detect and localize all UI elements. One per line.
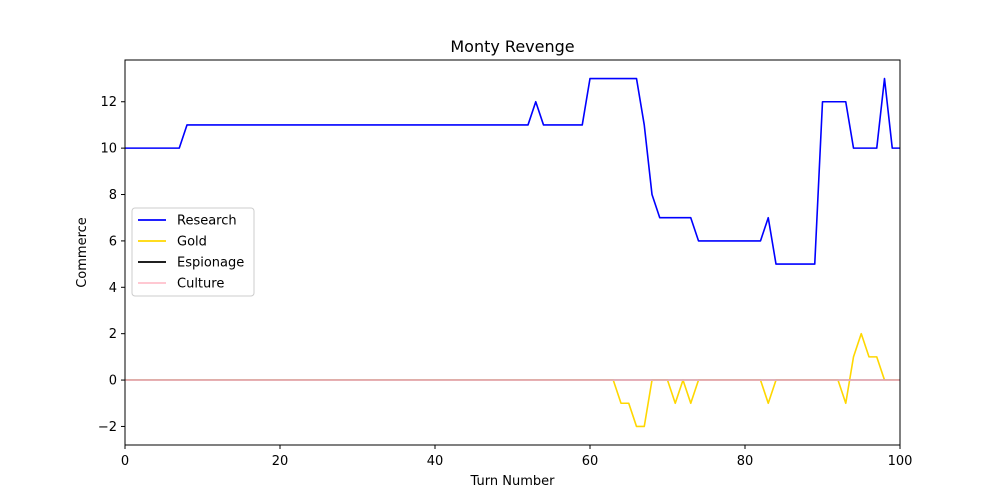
x-axis-label: Turn Number (470, 474, 556, 489)
series-line-research (125, 77, 900, 265)
y-tick-label: 4 (109, 281, 117, 296)
chart-title: Monty Revenge (450, 37, 574, 56)
plot-frame (124, 59, 901, 446)
x-tick-label: 100 (888, 454, 913, 469)
y-tick-label: 2 (109, 327, 117, 342)
x-tick-label: 60 (582, 454, 599, 469)
y-tick-label: 12 (100, 95, 117, 110)
x-tick-label: 40 (427, 454, 444, 469)
x-tick-label: 80 (737, 454, 754, 469)
legend-label-culture: Culture (177, 277, 224, 292)
y-tick-label: 6 (109, 234, 117, 249)
y-tick-label: 8 (109, 188, 117, 203)
y-tick-label: 10 (100, 142, 117, 157)
legend-label-research: Research (177, 214, 237, 229)
y-tick-label: 0 (109, 374, 117, 389)
y-axis-label: Commerce (75, 217, 90, 288)
legend-label-gold: Gold (177, 235, 207, 250)
legend-label-espionage: Espionage (177, 256, 244, 271)
legend: Research Gold Espionage Culture (131, 207, 255, 297)
x-tick-label: 0 (121, 454, 129, 469)
y-tick-label: −2 (98, 420, 117, 435)
x-tick-label: 20 (272, 454, 289, 469)
legend-box (131, 207, 255, 297)
